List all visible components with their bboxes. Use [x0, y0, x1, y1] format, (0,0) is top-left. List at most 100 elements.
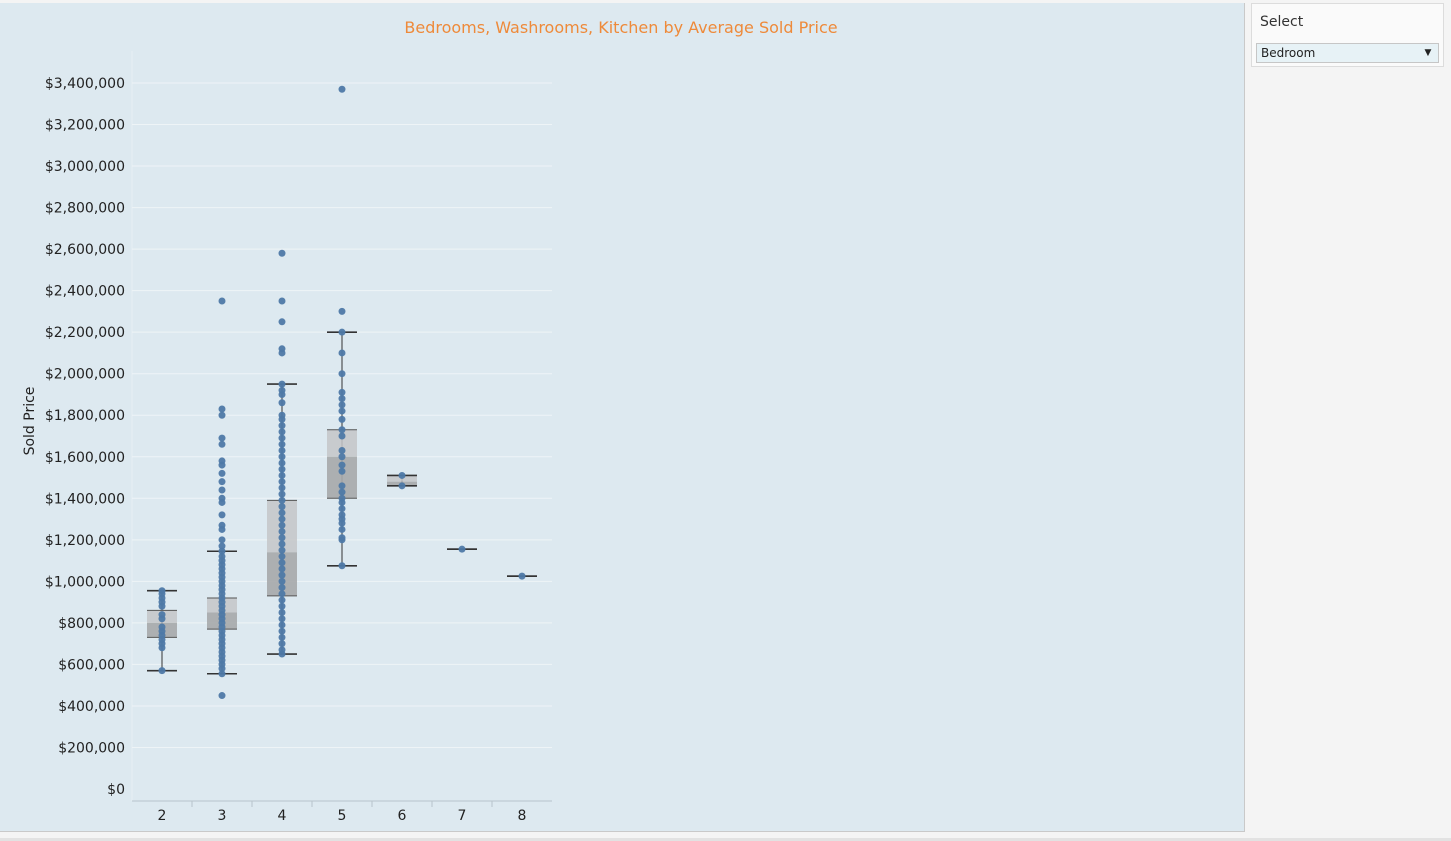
data-point[interactable] [158, 587, 166, 595]
data-point[interactable] [278, 640, 286, 648]
data-point[interactable] [218, 478, 226, 486]
data-point[interactable] [338, 453, 346, 461]
data-point[interactable] [278, 478, 286, 486]
data-point[interactable] [278, 471, 286, 479]
data-point[interactable] [278, 590, 286, 598]
data-point[interactable] [338, 534, 346, 542]
data-point[interactable] [278, 509, 286, 517]
filter-dropdown[interactable]: Bedroom ▼ [1256, 43, 1439, 63]
data-point[interactable] [338, 525, 346, 533]
data-point[interactable] [278, 602, 286, 610]
data-point[interactable] [278, 615, 286, 623]
data-point[interactable] [218, 547, 226, 555]
data-point[interactable] [518, 572, 526, 580]
data-point[interactable] [338, 407, 346, 415]
data-point[interactable] [278, 345, 286, 353]
data-point[interactable] [338, 467, 346, 475]
data-point[interactable] [278, 534, 286, 542]
data-point[interactable] [278, 447, 286, 455]
data-point[interactable] [278, 596, 286, 604]
data-point[interactable] [278, 318, 286, 326]
data-point[interactable] [218, 434, 226, 442]
data-point[interactable] [218, 297, 226, 305]
data-point[interactable] [338, 482, 346, 490]
data-point[interactable] [278, 627, 286, 635]
data-point[interactable] [218, 670, 226, 678]
data-point[interactable] [278, 646, 286, 654]
data-point[interactable] [278, 552, 286, 560]
data-point[interactable] [278, 399, 286, 407]
data-point[interactable] [338, 447, 346, 455]
data-point[interactable] [338, 307, 346, 315]
data-point[interactable] [218, 405, 226, 413]
data-point[interactable] [338, 562, 346, 570]
data-point[interactable] [338, 395, 346, 403]
data-point[interactable] [278, 434, 286, 442]
data-point[interactable] [278, 503, 286, 511]
data-point[interactable] [338, 415, 346, 423]
data-point[interactable] [278, 633, 286, 641]
data-point[interactable] [278, 297, 286, 305]
data-point[interactable] [218, 469, 226, 477]
data-point[interactable] [398, 482, 406, 490]
data-point[interactable] [278, 515, 286, 523]
data-point[interactable] [218, 411, 226, 419]
data-point[interactable] [278, 411, 286, 419]
data-point[interactable] [338, 461, 346, 469]
data-point[interactable] [218, 692, 226, 700]
data-point[interactable] [158, 611, 166, 619]
data-point[interactable] [278, 484, 286, 492]
data-point[interactable] [338, 426, 346, 434]
data-point[interactable] [278, 528, 286, 536]
data-point[interactable] [158, 667, 166, 675]
data-point[interactable] [218, 542, 226, 550]
data-point[interactable] [338, 401, 346, 409]
data-point[interactable] [218, 440, 226, 448]
data-point[interactable] [218, 521, 226, 529]
data-point[interactable] [278, 422, 286, 430]
data-point[interactable] [338, 505, 346, 513]
data-point[interactable] [278, 496, 286, 504]
data-point[interactable] [218, 536, 226, 544]
data-point[interactable] [278, 621, 286, 629]
data-point[interactable] [218, 457, 226, 465]
data-point[interactable] [278, 465, 286, 473]
data-point[interactable] [278, 459, 286, 467]
data-point[interactable] [278, 571, 286, 579]
data-point[interactable] [398, 471, 406, 479]
data-point[interactable] [278, 540, 286, 548]
y-tick-label: $1,600,000 [45, 450, 125, 466]
x-tick-label: 8 [518, 808, 527, 824]
data-point[interactable] [338, 388, 346, 396]
data-point[interactable] [218, 511, 226, 519]
data-point[interactable] [338, 370, 346, 378]
data-point[interactable] [278, 380, 286, 388]
data-point[interactable] [278, 565, 286, 573]
data-point[interactable] [278, 546, 286, 554]
dropdown-caret-icon[interactable]: ▼ [1424, 48, 1432, 58]
data-point[interactable] [338, 488, 346, 496]
data-point[interactable] [338, 432, 346, 440]
data-point[interactable] [278, 559, 286, 567]
data-point[interactable] [338, 349, 346, 357]
data-point[interactable] [278, 249, 286, 257]
data-point[interactable] [278, 521, 286, 529]
data-point[interactable] [278, 609, 286, 616]
data-point[interactable] [278, 584, 286, 592]
data-point[interactable] [278, 453, 286, 461]
data-point[interactable] [278, 490, 286, 498]
data-point[interactable] [278, 577, 286, 585]
data-point[interactable] [338, 511, 346, 519]
data-point[interactable] [218, 486, 226, 494]
y-tick-label: $3,400,000 [45, 76, 125, 92]
data-point[interactable] [218, 494, 226, 502]
data-point[interactable] [458, 545, 466, 553]
data-point[interactable] [338, 494, 346, 502]
data-point[interactable] [278, 386, 286, 394]
data-point[interactable] [338, 328, 346, 336]
data-point[interactable] [218, 552, 226, 560]
data-point[interactable] [278, 428, 286, 436]
data-point[interactable] [158, 623, 166, 631]
data-point[interactable] [278, 440, 286, 448]
data-point[interactable] [338, 85, 346, 93]
